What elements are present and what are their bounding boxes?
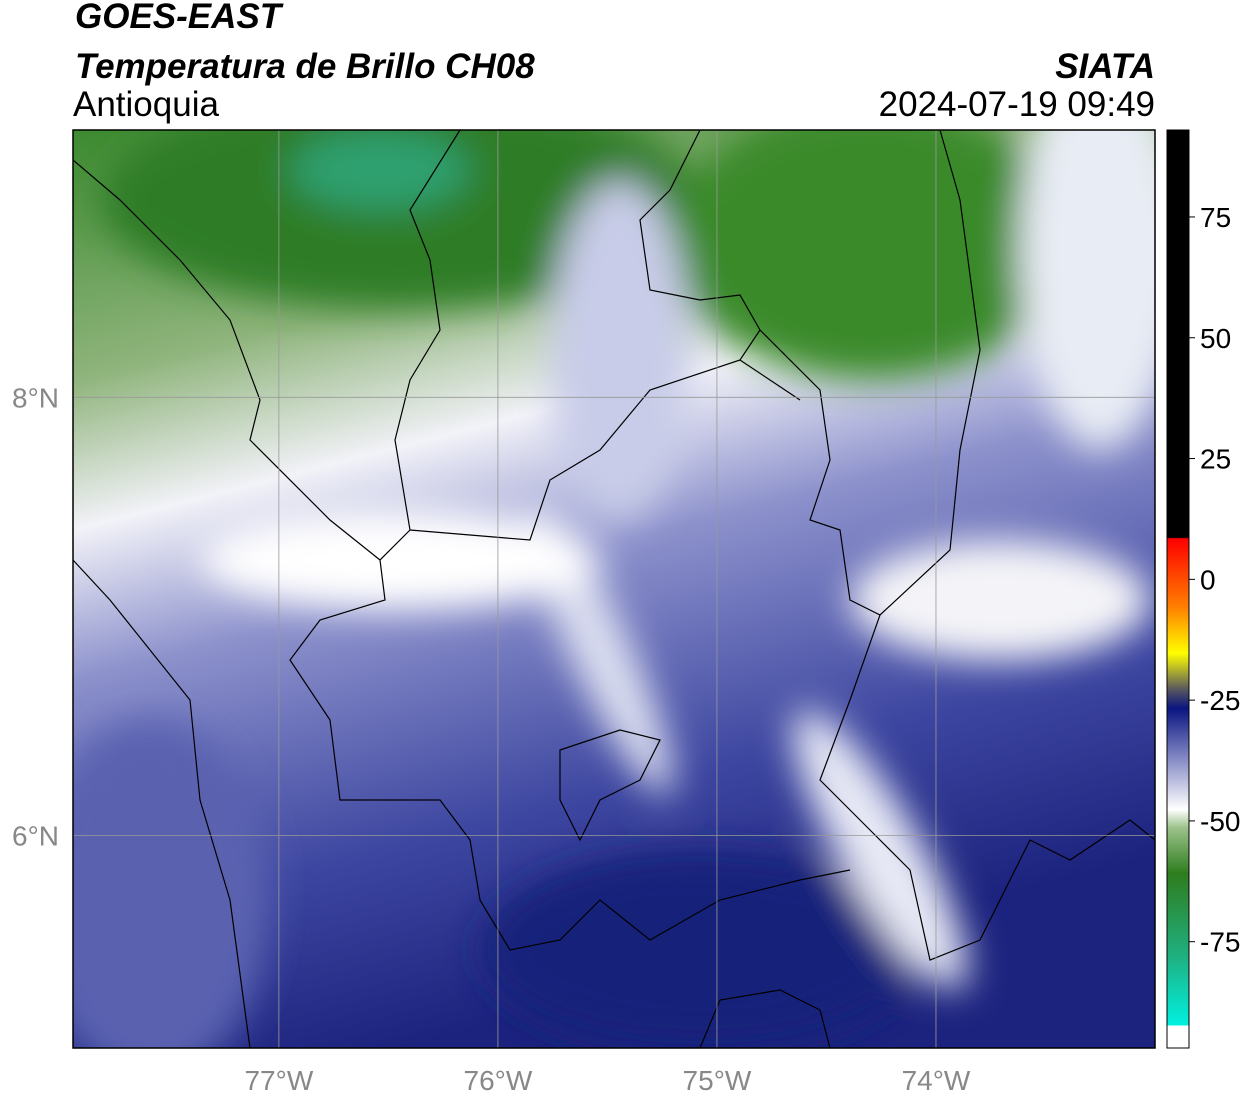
lon-label: 74°W [902,1065,971,1096]
lon-label: 77°W [244,1065,313,1096]
lon-label: 76°W [464,1065,533,1096]
region: Antioquia [73,85,219,124]
colorbar-label: -75 [1200,927,1240,958]
subtitle: Temperatura de Brillo CH08 [75,47,535,86]
grid [73,130,1155,1048]
colorbar-label: -50 [1200,806,1240,837]
datetime: 2024-07-19 09:49 [879,85,1155,124]
source: SIATA [1055,47,1155,86]
imagery [73,130,1155,1048]
colorbar-label: 75 [1200,202,1231,233]
colorbar [1166,129,1190,1049]
colorbar-label: 25 [1200,444,1231,475]
colorbar-label: 0 [1200,564,1216,595]
lon-label: 75°W [683,1065,752,1096]
map-frame [72,129,1156,1049]
colorbar-label: 50 [1200,323,1231,354]
lat-label: 6°N [12,820,59,851]
lat-label: 8°N [12,382,59,413]
title: GOES-EAST [75,0,284,36]
colorbar-label: -25 [1200,685,1240,716]
